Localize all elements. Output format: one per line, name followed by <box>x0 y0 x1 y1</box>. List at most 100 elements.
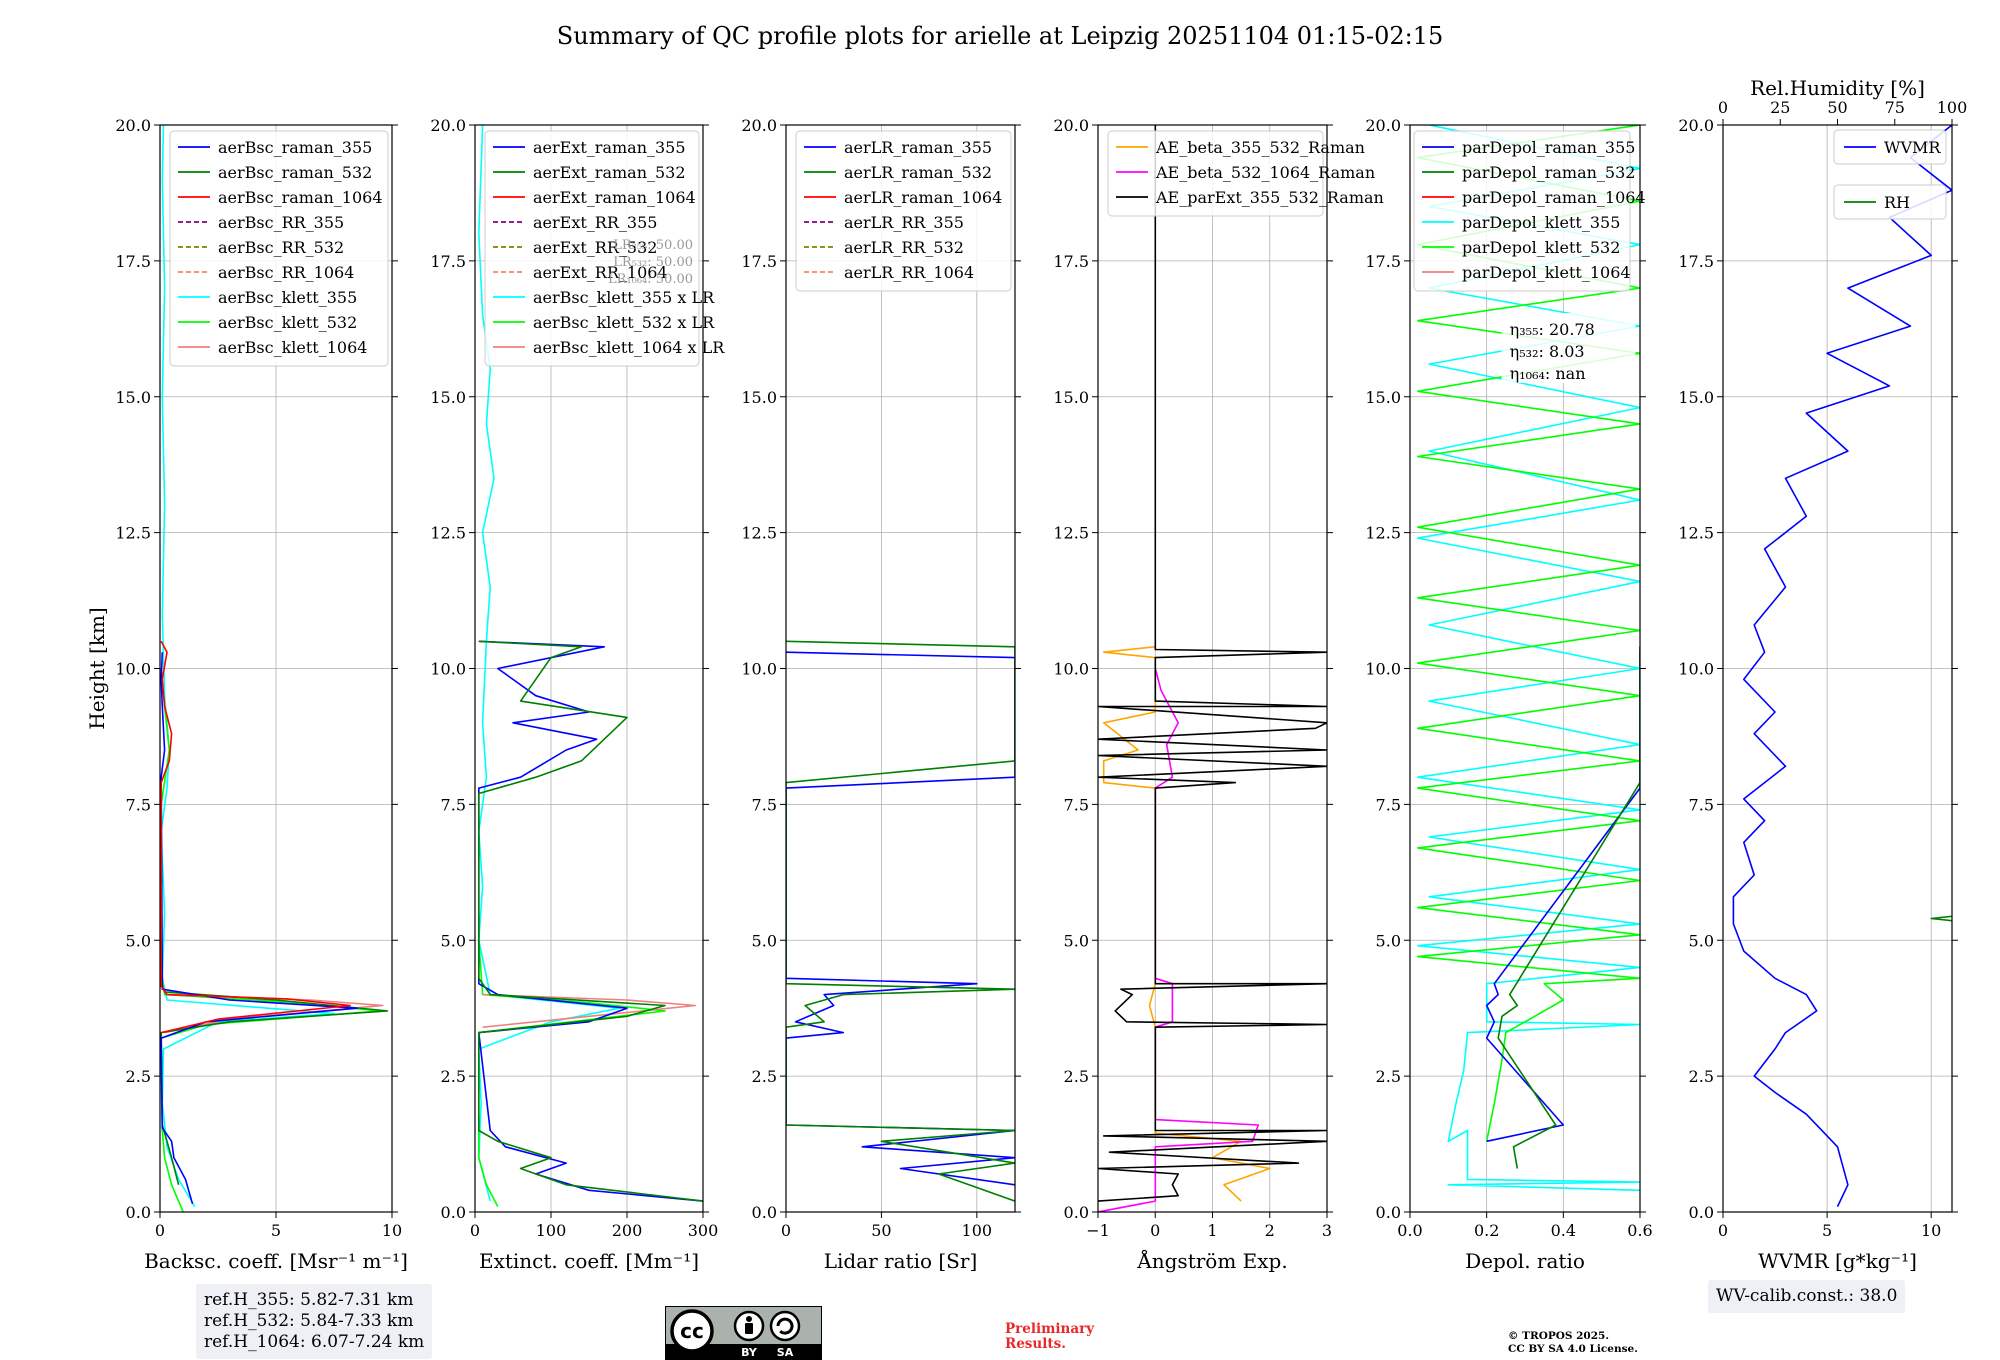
reference-heights-box: ref.H_355: 5.82-7.31 km ref.H_532: 5.84-… <box>196 1284 433 1359</box>
legend-label: aerBsc_raman_532 <box>218 163 372 182</box>
y-tick-label: 2.5 <box>126 1067 151 1086</box>
legend-label: parDepol_klett_1064 <box>1462 263 1631 282</box>
legend-label: aerExt_RR_355 <box>533 213 657 232</box>
top-x-tick-label: 0 <box>1718 98 1728 117</box>
y-tick-label: 2.5 <box>1689 1067 1714 1086</box>
y-tick-label: 0.0 <box>1376 1203 1401 1222</box>
x-tick-label: 0 <box>470 1221 480 1240</box>
y-tick-label: 0.0 <box>1689 1203 1714 1222</box>
legend: AE_beta_355_532_Raman AE_beta_532_1064_Ra… <box>1107 130 1384 217</box>
x-axis-label: Lidar ratio [Sr] <box>824 1249 978 1273</box>
legend-frame <box>1107 130 1324 217</box>
lr-annotation: LR₃₅₅: 50.00 <box>613 238 693 253</box>
x-axis-label: Ångström Exp. <box>1136 1248 1287 1273</box>
y-tick-label: 15.0 <box>115 388 151 407</box>
x-tick-label: 0 <box>781 1221 791 1240</box>
x-tick-label: 3 <box>1322 1221 1332 1240</box>
x-tick-label: 200 <box>612 1221 643 1240</box>
legend-label: aerBsc_RR_355 <box>218 213 344 232</box>
y-tick-label: 10.0 <box>115 660 151 679</box>
series-group <box>1098 125 1327 1212</box>
y-tick-label: 10.0 <box>1678 660 1714 679</box>
legend-label: WVMR <box>1884 138 1941 157</box>
legend-label: parDepol_raman_355 <box>1462 138 1635 157</box>
x-tick-label: 100 <box>536 1221 567 1240</box>
preliminary-line-1: Preliminary <box>1005 1321 1095 1337</box>
copyright-line-2: CC BY SA 4.0 License. <box>1508 1343 1638 1355</box>
legend-label: parDepol_raman_1064 <box>1462 188 1646 207</box>
legend-label: aerLR_RR_532 <box>844 238 964 257</box>
legend-label: aerBsc_klett_532 x LR <box>533 313 715 332</box>
series-group <box>1416 125 1640 1192</box>
legend-label: aerBsc_klett_355 x LR <box>533 288 715 307</box>
legend: WVMR RH <box>1833 129 1947 220</box>
x-tick-label: 0 <box>1718 1221 1728 1240</box>
y-tick-label: 12.5 <box>1053 524 1089 543</box>
y-tick-label: 2.5 <box>1376 1067 1401 1086</box>
y-tick-label: 5.0 <box>441 931 466 950</box>
panel-backscatter: 0 5 10 0.0 2.5 5.0 7.5 10.0 12.5 15.0 17.5 20.0 Back… <box>85 116 408 1273</box>
series-line-aerBsc_raman_355 <box>160 652 358 1205</box>
y-tick-label: 20.0 <box>1365 116 1401 135</box>
eta-annotation: η₁₀₆₄: nan <box>1510 364 1586 383</box>
y-tick-label: 12.5 <box>1678 524 1714 543</box>
x-tick-label: 5 <box>271 1221 281 1240</box>
lr-annotation: LR₅₃₂: 50.00 <box>613 255 693 270</box>
x-axis-label: Depol. ratio <box>1465 1249 1585 1273</box>
sa-arrow-icon <box>776 1317 794 1335</box>
x-tick-label: 0 <box>1150 1221 1160 1240</box>
series-line-RH <box>1930 915 1952 922</box>
legend-label: aerBsc_raman_355 <box>218 138 372 157</box>
y-tick-label: 2.5 <box>752 1067 777 1086</box>
top-x-tick-label: 25 <box>1770 98 1790 117</box>
y-tick-label: 7.5 <box>126 795 151 814</box>
y-tick-label: 12.5 <box>115 524 151 543</box>
series-group <box>786 640 1015 1202</box>
y-tick-label: 12.5 <box>430 524 466 543</box>
y-tick-label: 12.5 <box>1365 524 1401 543</box>
ref-height-355: ref.H_355: 5.82-7.31 km <box>204 1290 414 1310</box>
by-person-head <box>746 1316 752 1322</box>
y-tick-label: 15.0 <box>1365 388 1401 407</box>
x-tick-label: 0.6 <box>1627 1221 1652 1240</box>
top-x-tick-label: 50 <box>1827 98 1847 117</box>
copyright-notice: © TROPOS 2025. CC BY SA 4.0 License. <box>1508 1330 1638 1356</box>
series-line-AE_beta_355_532_Raman <box>1102 646 1271 1202</box>
legend-label: AE_beta_532_1064_Raman <box>1155 163 1375 182</box>
y-tick-label: 12.5 <box>741 524 777 543</box>
series-line-aerExt_raman_355 <box>478 640 703 1202</box>
y-tick-label: 5.0 <box>1376 931 1401 950</box>
x-tick-label: 300 <box>688 1221 719 1240</box>
legend-label: aerBsc_klett_1064 x LR <box>533 338 725 357</box>
x-tick-label: 0.4 <box>1551 1221 1576 1240</box>
x-axis-label: WVMR [g*kg⁻¹] <box>1758 1249 1917 1273</box>
y-tick-label: 17.5 <box>1678 252 1714 271</box>
eta-annotation-box <box>1501 313 1636 383</box>
legend-label: aerLR_RR_355 <box>844 213 964 232</box>
series-group <box>160 125 389 1212</box>
series-line-aerLR_raman_532 <box>786 640 1015 1202</box>
y-tick-label: 10.0 <box>1365 660 1401 679</box>
ref-height-532: ref.H_532: 5.84-7.33 km <box>204 1311 414 1331</box>
eta-annotation: η₃₅₅: 20.78 <box>1510 320 1595 339</box>
legend-label: aerBsc_klett_1064 <box>218 338 367 357</box>
y-tick-label: 0.0 <box>752 1203 777 1222</box>
legend-label: parDepol_klett_355 <box>1462 213 1620 232</box>
preliminary-notice: Preliminary Results. <box>1005 1322 1094 1352</box>
y-tick-label: 20.0 <box>115 116 151 135</box>
series-line-parDepol_klett_355 <box>1416 125 1640 1192</box>
series-group <box>478 125 703 1207</box>
sa-share-alike-icon <box>769 1310 801 1342</box>
series-line-aerBsc_klett_355 x LR <box>478 125 621 1202</box>
y-tick-label: 7.5 <box>752 795 777 814</box>
legend-label: aerBsc_raman_1064 <box>218 188 383 207</box>
y-tick-label: 5.0 <box>752 931 777 950</box>
y-tick-label: 5.0 <box>1689 931 1714 950</box>
legend-label: RH <box>1884 193 1910 212</box>
legend-label: aerLR_raman_1064 <box>844 188 1002 207</box>
y-tick-label: 20.0 <box>741 116 777 135</box>
figure-title: Summary of QC profile plots for arielle … <box>556 22 1444 50</box>
legend-label: AE_beta_355_532_Raman <box>1155 138 1365 157</box>
y-tick-label: 7.5 <box>1376 795 1401 814</box>
